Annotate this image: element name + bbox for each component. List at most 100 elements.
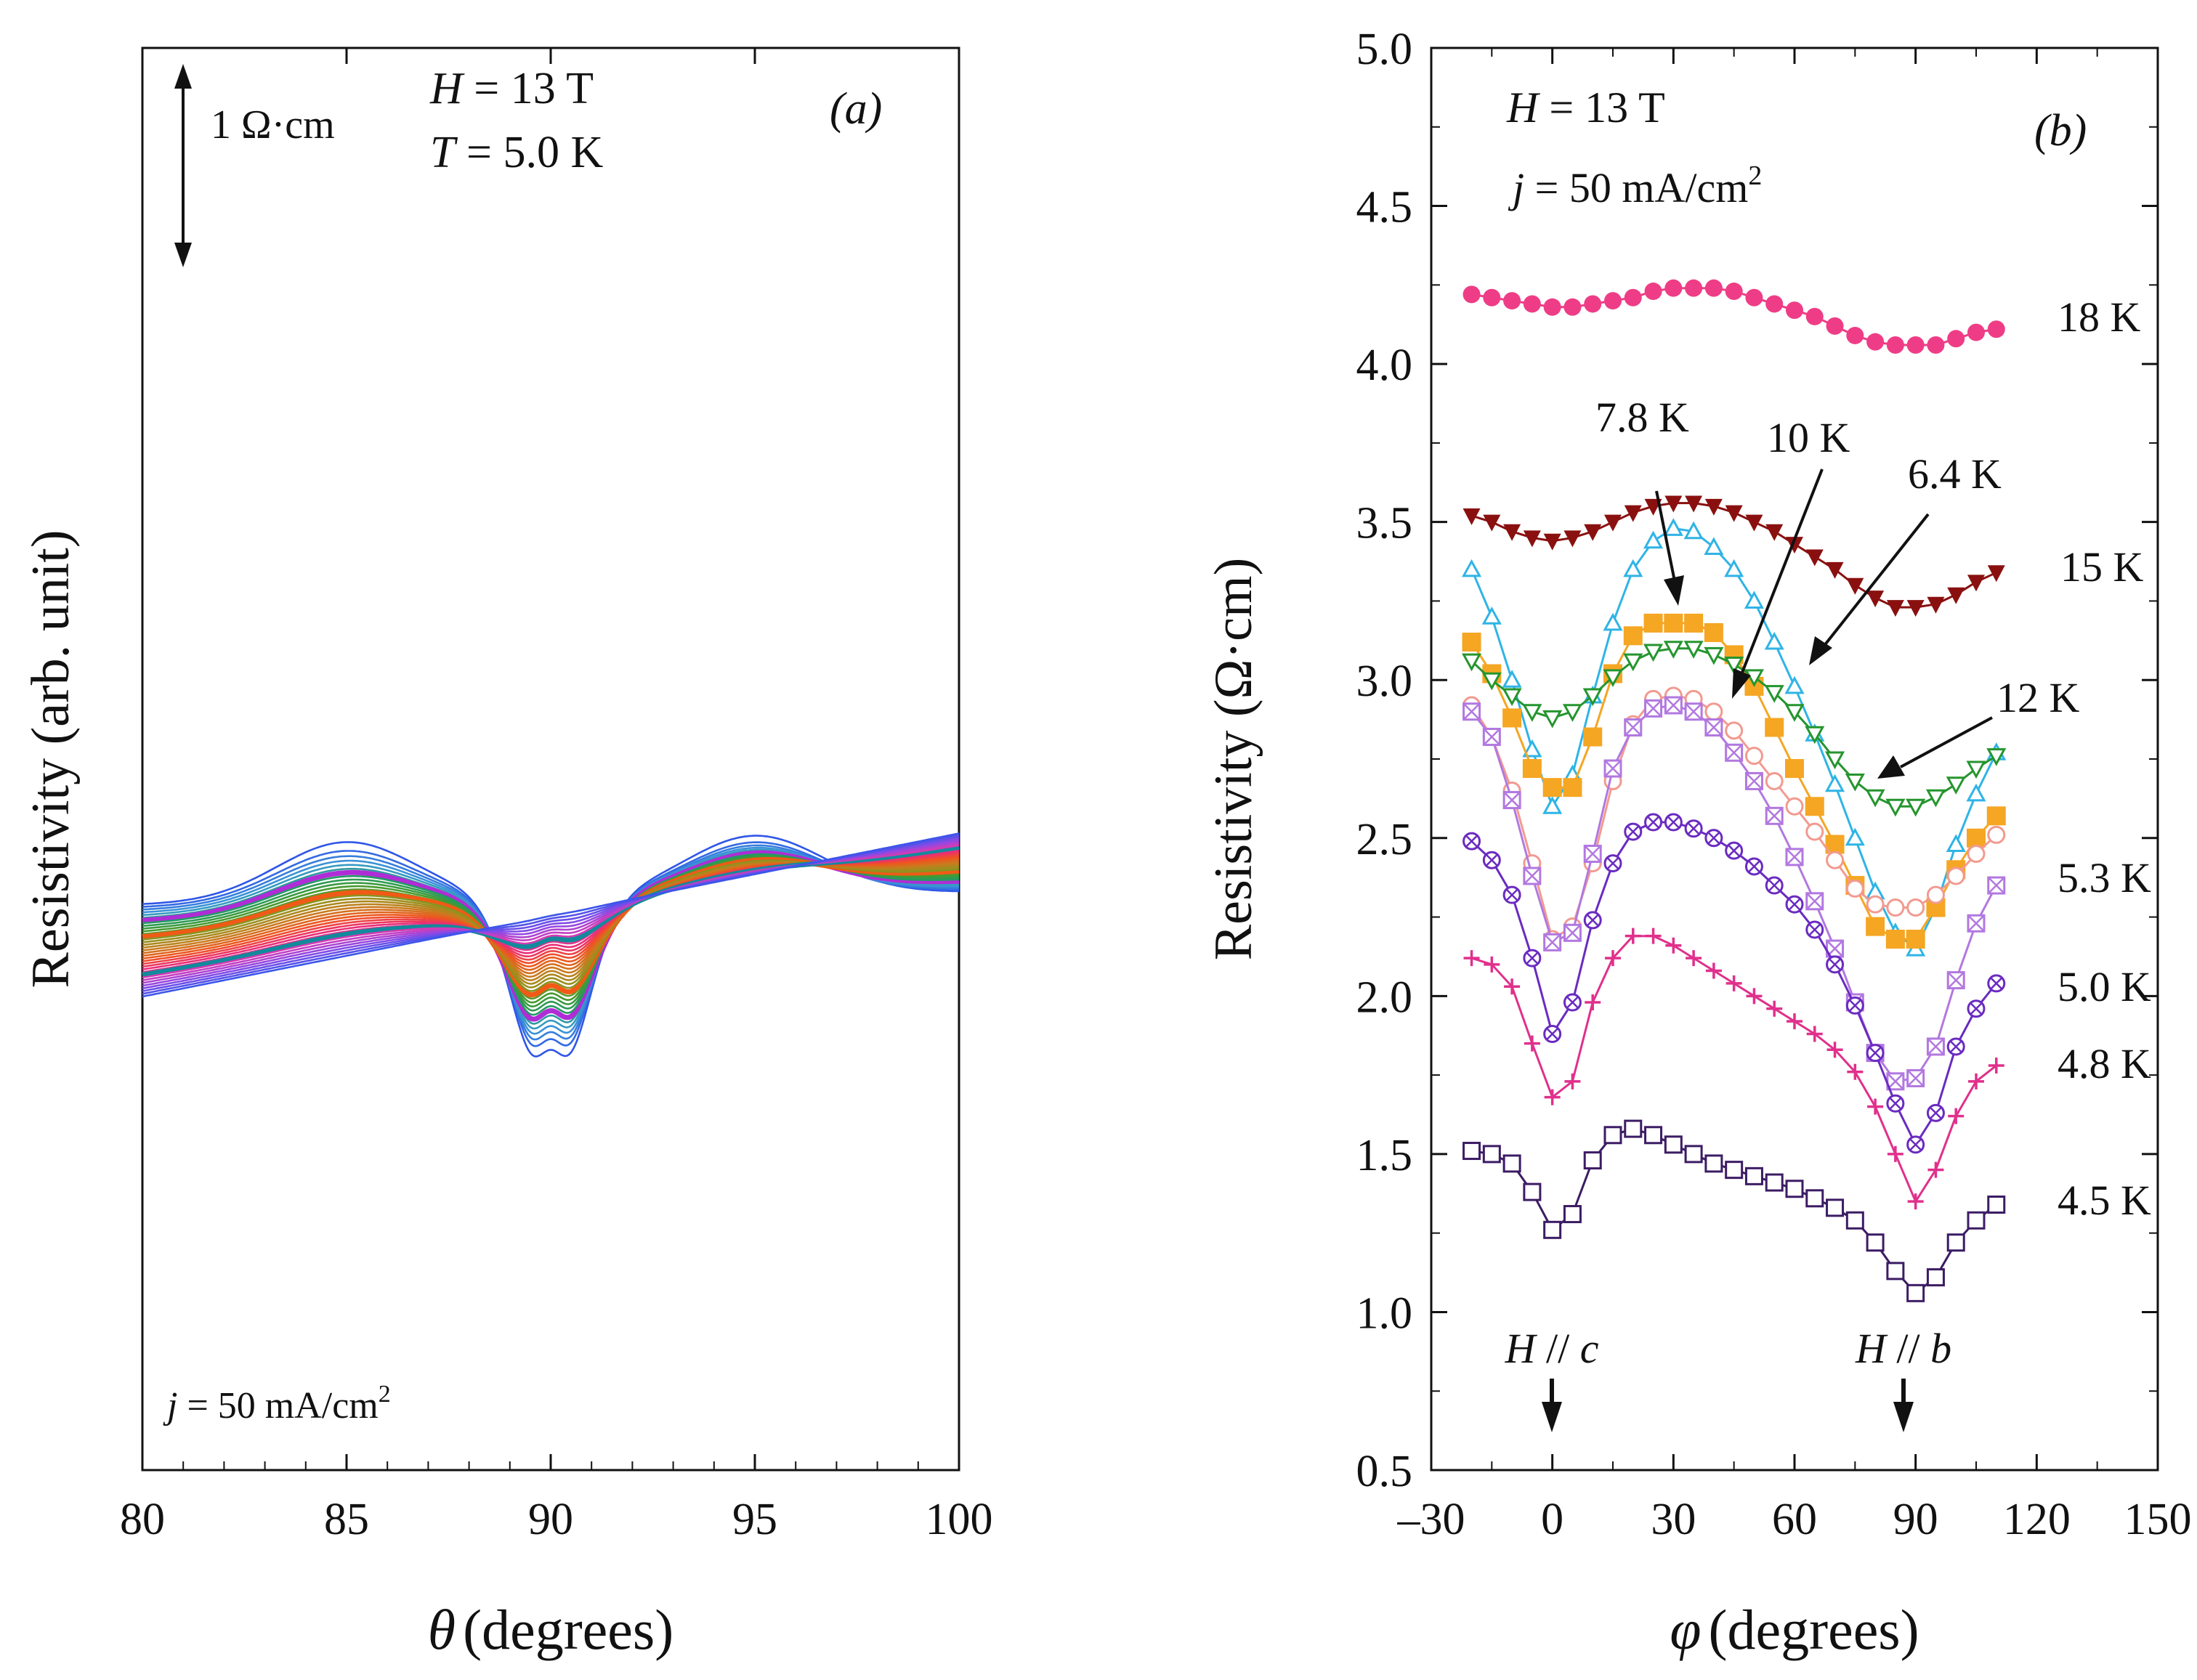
series-4.5K: [1462, 1119, 2006, 1302]
data-point: [1927, 596, 1945, 614]
data-point: [1524, 1035, 1540, 1052]
data-point: [1744, 857, 1763, 876]
data-point: [1481, 672, 1502, 691]
data-point: [1785, 759, 1804, 779]
data-point: [1845, 1211, 1864, 1230]
panel-b: –30 0 30 60 90 120 150 0.5 1.0 1.5 2.0 2.5 3.0 3.5 4.0…: [1204, 25, 2192, 1661]
data-point: [1603, 759, 1622, 778]
data-point: [1644, 283, 1662, 301]
data-point: [1866, 1233, 1885, 1252]
data-point: [1623, 626, 1643, 646]
data-point: [1624, 822, 1643, 841]
data-point: [1906, 1068, 1925, 1087]
data-point: [1926, 885, 1945, 904]
data-point: [1925, 789, 1946, 808]
data-point: [1826, 955, 1845, 974]
data-point: [1462, 1142, 1481, 1161]
panel-b-field: H = 13 T: [1506, 84, 1665, 131]
data-point: [1686, 950, 1702, 967]
data-point: [1786, 301, 1803, 320]
data-point: [1865, 789, 1885, 808]
data-point: [1886, 1094, 1905, 1113]
series-18K: [1462, 279, 2005, 354]
data-point: [1684, 613, 1704, 633]
panel-a-curves: [142, 832, 960, 1058]
panel-a-x-tick-label: 85: [324, 1495, 369, 1544]
data-point: [1502, 1154, 1521, 1173]
data-point: [1462, 508, 1481, 525]
data-point: [1845, 773, 1865, 792]
data-point: [1845, 879, 1864, 898]
data-point: [1543, 533, 1561, 551]
data-point: [1986, 748, 2007, 766]
series-5.0K: [1462, 813, 2006, 1154]
panel-b-y-tick-label: 2.0: [1356, 973, 1413, 1022]
data-point: [1585, 994, 1601, 1011]
data-point: [1765, 806, 1784, 825]
panel-a-x-tick-label: 95: [732, 1495, 777, 1544]
data-point: [1967, 845, 1986, 864]
data-point: [1664, 813, 1683, 832]
data-point: [1766, 1000, 1783, 1017]
panel-b-series: [1462, 279, 2007, 1302]
data-point: [1483, 288, 1501, 307]
data-point: [1885, 930, 1905, 949]
series-4.8K: [1463, 928, 2004, 1210]
data-point: [1886, 898, 1905, 917]
data-point: [1967, 575, 1985, 592]
series-line: [1471, 1127, 1997, 1295]
series-label-10K: 10 K: [1767, 414, 1850, 461]
data-point: [1765, 524, 1784, 541]
data-point: [1785, 1180, 1804, 1198]
data-point: [1906, 600, 1925, 617]
data-point: [1502, 791, 1521, 810]
data-point: [1502, 688, 1522, 707]
scale-bar: [174, 64, 192, 267]
panel-b-y-tick-label: 3.5: [1356, 499, 1413, 548]
data-point: [1745, 514, 1763, 532]
data-point: [1523, 867, 1542, 885]
data-point: [1563, 923, 1582, 942]
data-point: [1462, 285, 1481, 304]
data-point: [1725, 1161, 1744, 1180]
panel-a-curve: [142, 861, 960, 985]
data-point: [1481, 606, 1502, 625]
data-point: [1826, 1042, 1843, 1058]
data-point: [1786, 537, 1803, 554]
data-point: [1825, 774, 1845, 792]
h-parallel-c-label: H // c: [1505, 1325, 1599, 1372]
data-point: [1664, 279, 1683, 297]
data-point: [1765, 771, 1784, 790]
data-point: [1906, 798, 1926, 817]
data-point: [1987, 876, 2006, 895]
panel-a-label: (a): [830, 84, 882, 134]
data-point: [1866, 591, 1885, 608]
data-point: [1927, 336, 1945, 354]
data-point: [1704, 622, 1723, 642]
data-point: [1744, 591, 1764, 609]
data-point: [1643, 644, 1664, 662]
data-point: [1482, 851, 1501, 869]
data-point: [1704, 1154, 1723, 1173]
data-point: [1603, 612, 1623, 631]
data-point: [1624, 718, 1643, 736]
data-point: [1583, 727, 1603, 747]
data-point: [1462, 559, 1482, 577]
data-point: [1784, 704, 1805, 722]
panel-b-frame: [1430, 46, 2159, 1472]
data-point: [1645, 928, 1662, 944]
data-point: [1886, 600, 1904, 617]
data-point: [1926, 1268, 1945, 1287]
data-point: [1946, 834, 1966, 852]
data-point: [1582, 688, 1603, 707]
data-point: [1806, 1026, 1823, 1042]
data-point: [1625, 928, 1641, 944]
data-point: [1643, 613, 1663, 633]
panel-b-x-tick-label: 150: [2124, 1495, 2192, 1544]
data-point: [1462, 653, 1482, 672]
data-point: [1746, 988, 1763, 1005]
panel-a-x-tick-label: 100: [926, 1495, 993, 1544]
data-point: [1745, 288, 1763, 307]
data-point: [1784, 675, 1805, 694]
